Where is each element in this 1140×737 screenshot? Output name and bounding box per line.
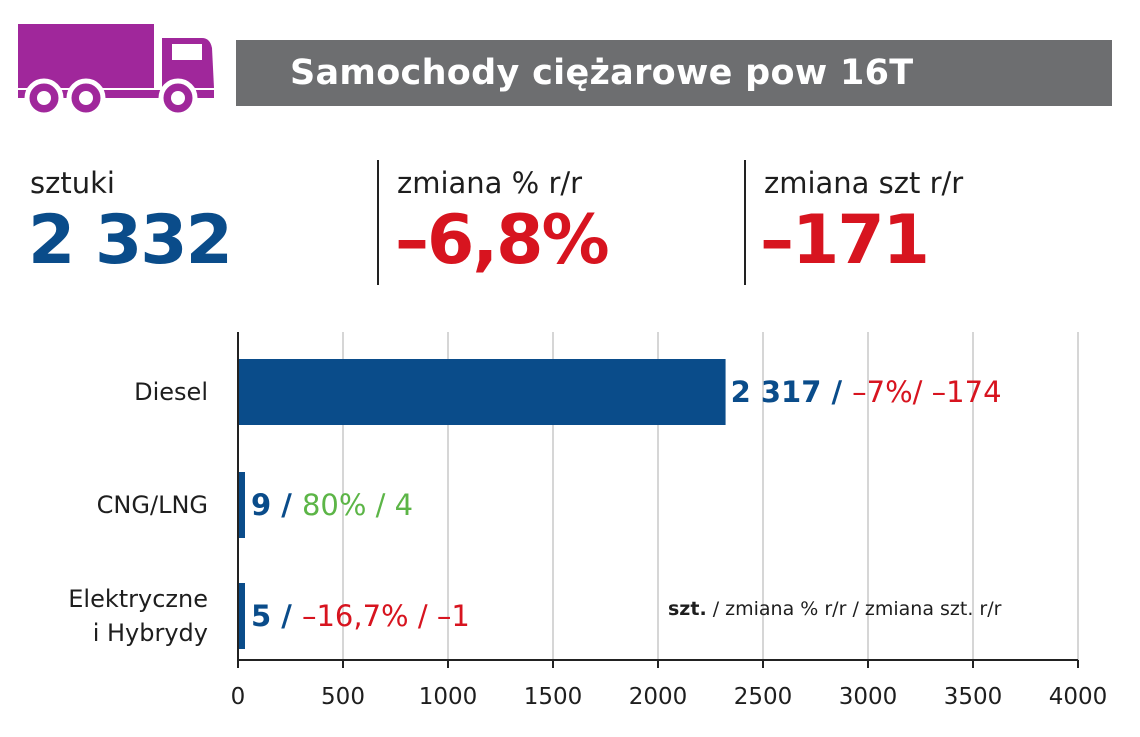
category-label: Elektryczne i Hybrydy xyxy=(68,582,208,650)
category-label-line: Elektryczne xyxy=(68,585,208,613)
x-tick-label: 4000 xyxy=(1048,684,1108,710)
bar-cng-lng xyxy=(239,472,245,538)
category-label: CNG/LNG xyxy=(97,488,208,522)
legend-note-units: szt. xyxy=(668,598,707,620)
x-tick-label: 2500 xyxy=(733,684,793,710)
data-label-change: –16,7% / –1 xyxy=(301,599,470,633)
bar-diesel xyxy=(239,359,726,425)
category-label-line: i Hybrydy xyxy=(92,619,208,647)
stat-units-label: sztuki xyxy=(30,166,115,200)
data-label-change: –7%/ –174 xyxy=(852,375,1002,409)
stat-pct-change-label: zmiana % r/r xyxy=(397,166,583,200)
stat-units-change-label: zmiana szt r/r xyxy=(764,166,964,200)
stat-units-change-value: –171 xyxy=(760,201,930,280)
bar-elektryczne-i-hybrydy xyxy=(239,583,245,649)
legend-note-rest: / zmiana % r/r / zmiana szt. r/r xyxy=(706,598,1002,620)
data-label-separator: / xyxy=(271,488,302,522)
data-label-count: 2 317 xyxy=(730,375,822,409)
page-title: Samochody ciężarowe pow 16T xyxy=(290,53,914,93)
stat-units-value: 2 332 xyxy=(28,201,233,280)
x-tick-label: 3500 xyxy=(943,684,1003,710)
x-tick-label: 0 xyxy=(230,684,246,710)
data-label-count: 9 xyxy=(251,488,272,522)
category-label-line: Diesel xyxy=(134,378,208,406)
stat-divider xyxy=(377,160,379,285)
x-tick-label: 1000 xyxy=(418,684,478,710)
data-label-separator: / xyxy=(271,599,302,633)
truck-icon xyxy=(18,24,214,118)
data-label: 9 / 80% / 4 xyxy=(251,487,413,523)
data-label-separator: / xyxy=(821,375,853,409)
x-tick-label: 2000 xyxy=(628,684,688,710)
x-tick-label: 1500 xyxy=(523,684,583,710)
x-tick-label: 500 xyxy=(321,684,365,710)
category-label: Diesel xyxy=(134,375,208,409)
stat-divider xyxy=(744,160,746,285)
data-label-count: 5 xyxy=(251,599,272,633)
data-label-change: 80% / 4 xyxy=(301,488,414,522)
x-tick-label: 3000 xyxy=(838,684,898,710)
stat-pct-change-value: –6,8% xyxy=(395,201,610,280)
category-label-line: CNG/LNG xyxy=(96,491,208,519)
title-bar: Samochody ciężarowe pow 16T xyxy=(236,40,1112,106)
data-label: 5 / –16,7% / –1 xyxy=(251,598,470,634)
legend-note: szt. / zmiana % r/r / zmiana szt. r/r xyxy=(668,598,1001,620)
data-label: 2 317 / –7%/ –174 xyxy=(731,374,1002,410)
